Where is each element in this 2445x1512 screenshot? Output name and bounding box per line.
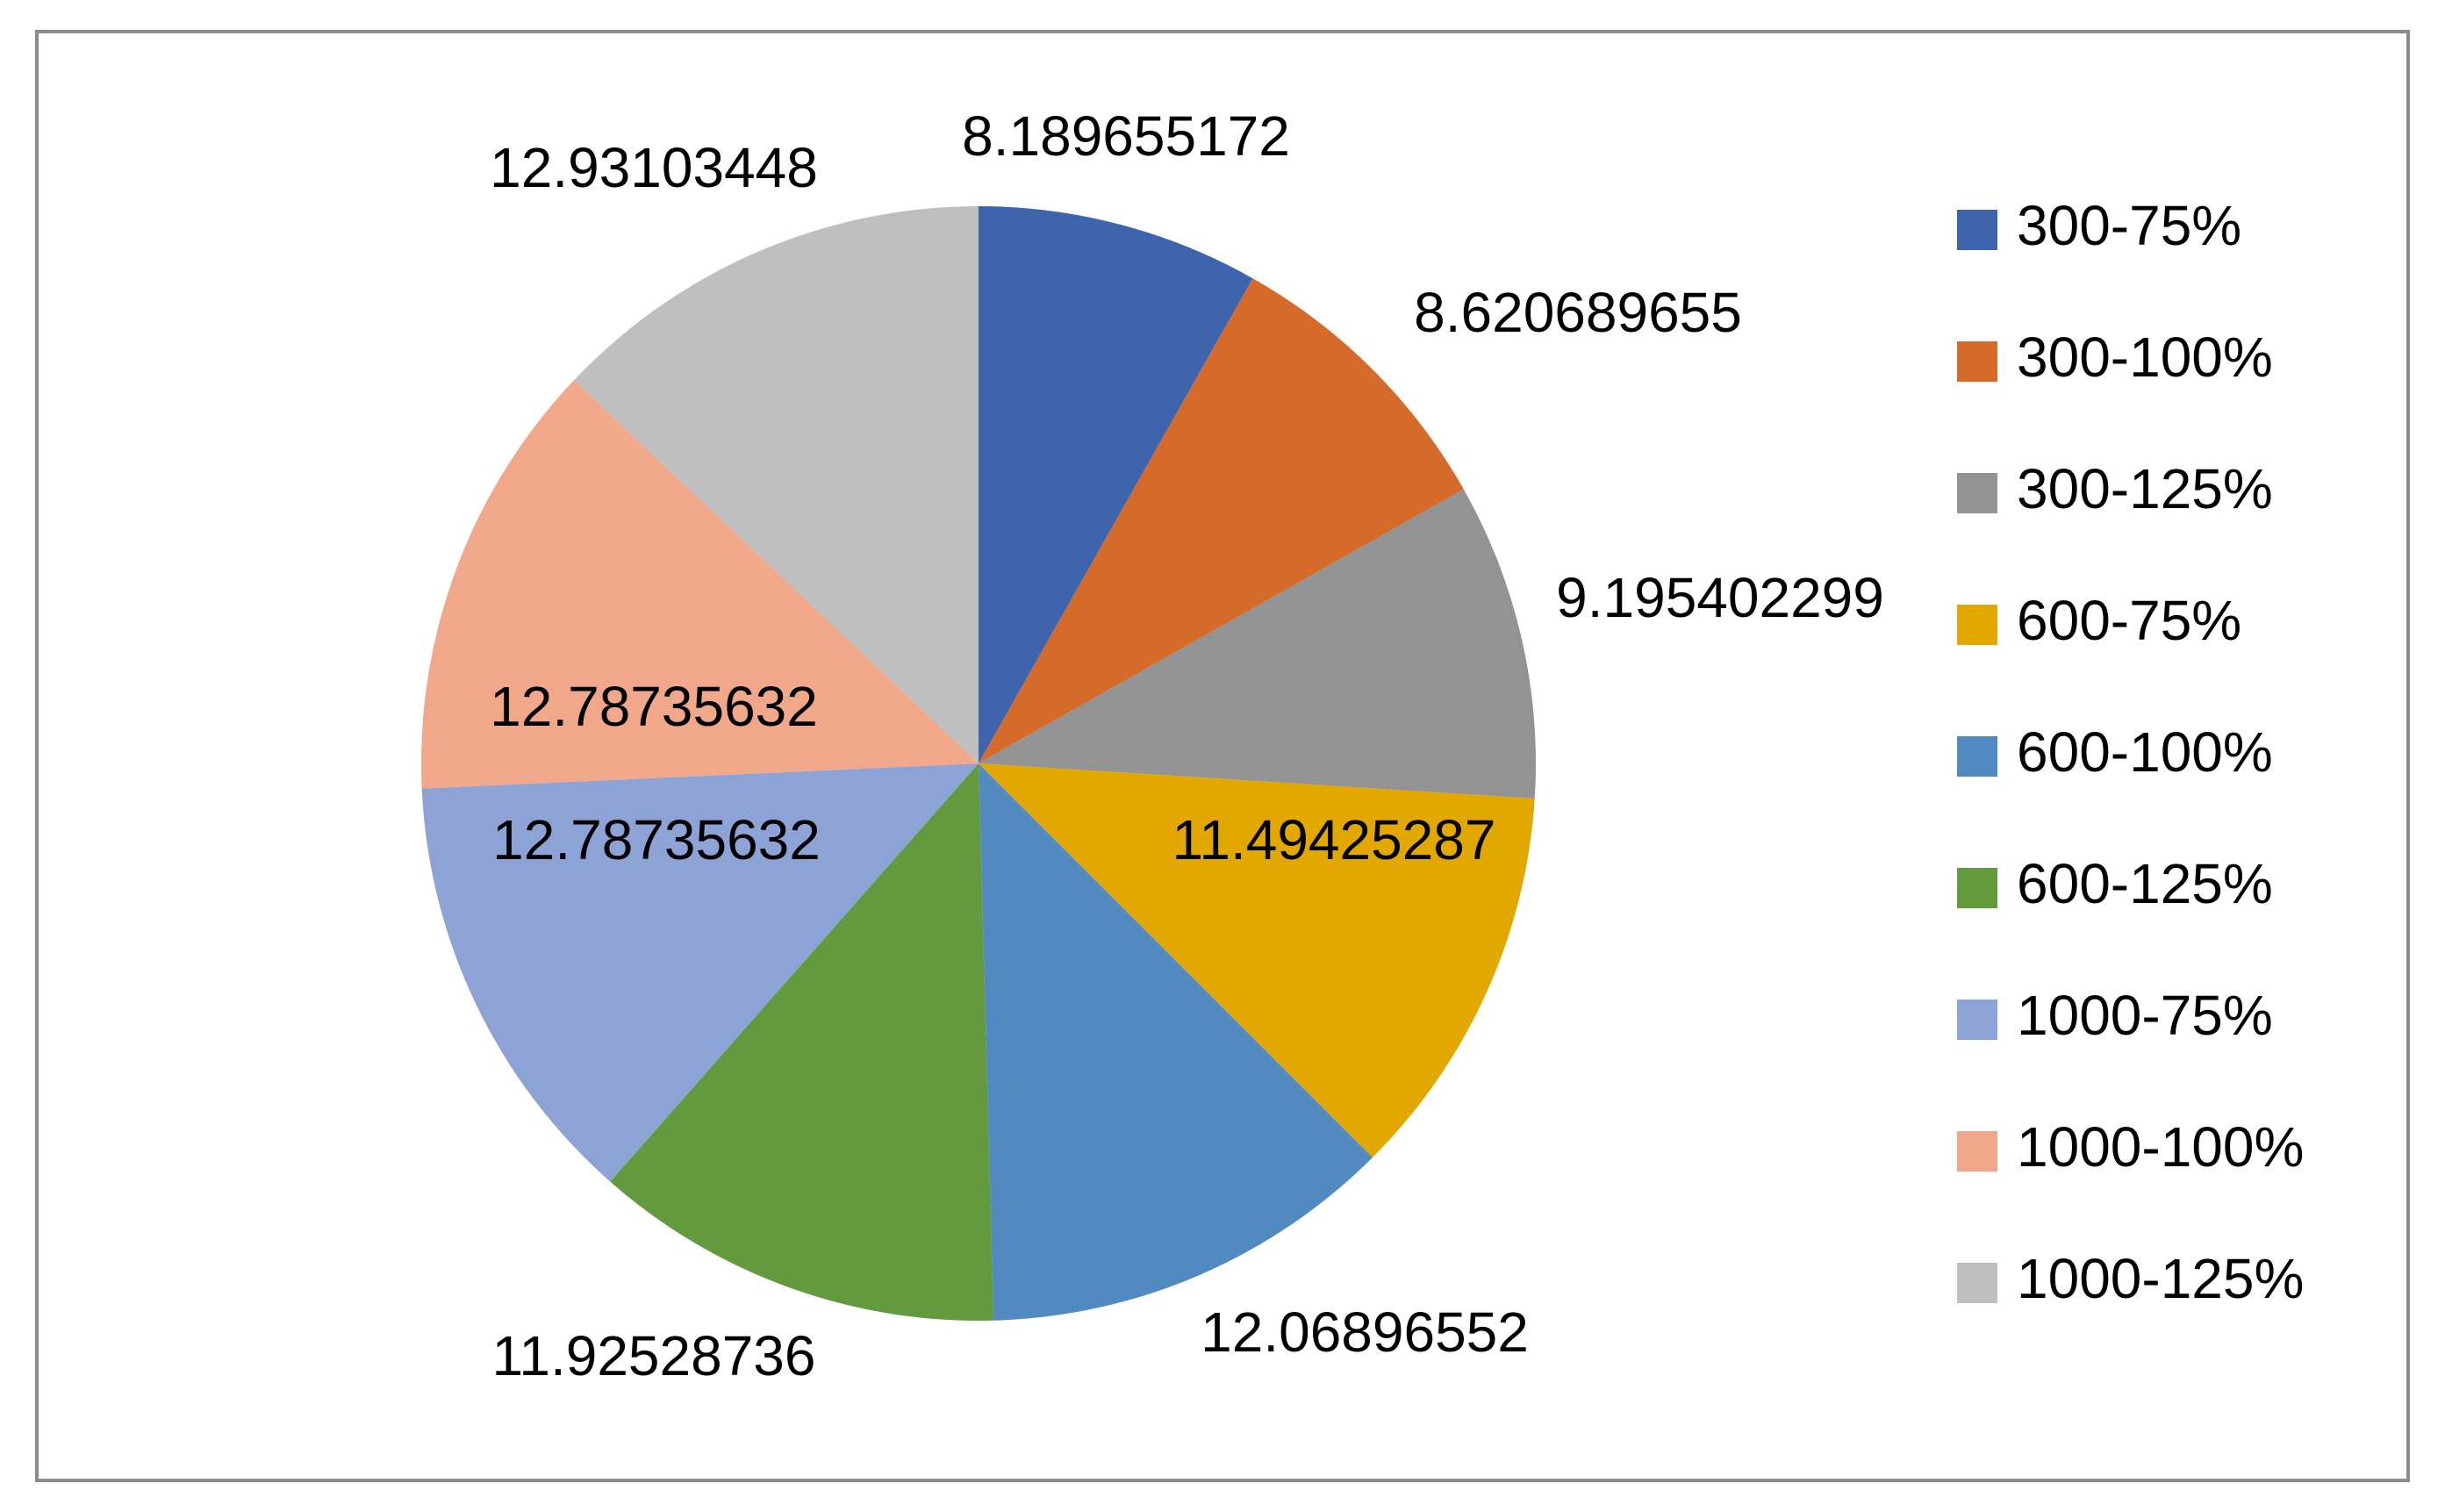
legend-label-1000-75%: 1000-75% — [2017, 984, 2273, 1047]
legend-label-600-75%: 600-75% — [2017, 589, 2241, 652]
pie-slice-300-100% — [979, 278, 1464, 764]
pie-slices — [421, 205, 1536, 1322]
legend-label-1000-125%: 1000-125% — [2017, 1247, 2304, 1310]
legend-swatch-600-125% — [1957, 868, 1997, 908]
data-label-600-100%: 12.06896552 — [1201, 1301, 1529, 1364]
data-label-300-125%: 9.195402299 — [1556, 566, 1884, 629]
legend-label-300-75%: 300-75% — [2017, 194, 2241, 257]
data-label-600-75%: 11.49425287 — [1172, 808, 1496, 871]
legend-label-300-100%: 300-100% — [2017, 326, 2273, 389]
legend-swatch-300-100% — [1957, 341, 1997, 382]
pie-slice-600-75% — [979, 763, 1535, 1158]
legend-swatch-1000-125% — [1957, 1263, 1997, 1303]
data-label-600-125%: 11.92528736 — [492, 1324, 816, 1387]
data-label-1000-125%: 12.93103448 — [490, 136, 818, 199]
legend-label-600-100%: 600-100% — [2017, 720, 2273, 784]
pie-slice-1000-125% — [573, 205, 979, 763]
pie-slice-600-125% — [610, 763, 994, 1322]
data-label-1000-75%: 12.78735632 — [492, 808, 821, 871]
pie-slice-300-125% — [979, 489, 1536, 799]
pie-slice-1000-75% — [421, 763, 979, 1182]
legend: 300-75% 300-100% 300-125% 600-75% 600-100% 60… — [1957, 194, 2304, 1310]
legend-swatch-300-75% — [1957, 210, 1997, 250]
legend-label-300-125%: 300-125% — [2017, 457, 2273, 520]
legend-label-1000-100%: 1000-100% — [2017, 1115, 2304, 1179]
data-label-300-75%: 8.189655172 — [962, 104, 1290, 168]
legend-swatch-1000-100% — [1957, 1131, 1997, 1172]
pie-slice-1000-100% — [421, 380, 979, 789]
legend-swatch-300-125% — [1957, 473, 1997, 513]
pie-slice-300-75% — [979, 206, 1253, 763]
data-labels: 8.189655172 8.620689655 9.195402299 11.4942… — [490, 104, 1884, 1387]
data-label-1000-100%: 12.78735632 — [490, 675, 818, 738]
legend-swatch-600-100% — [1957, 736, 1997, 777]
legend-swatch-600-75% — [1957, 605, 1997, 645]
legend-label-600-125%: 600-125% — [2017, 852, 2273, 915]
data-label-300-100%: 8.620689655 — [1414, 281, 1742, 344]
legend-swatch-1000-75% — [1957, 1000, 1997, 1040]
pie-slice-600-100% — [979, 763, 1373, 1321]
